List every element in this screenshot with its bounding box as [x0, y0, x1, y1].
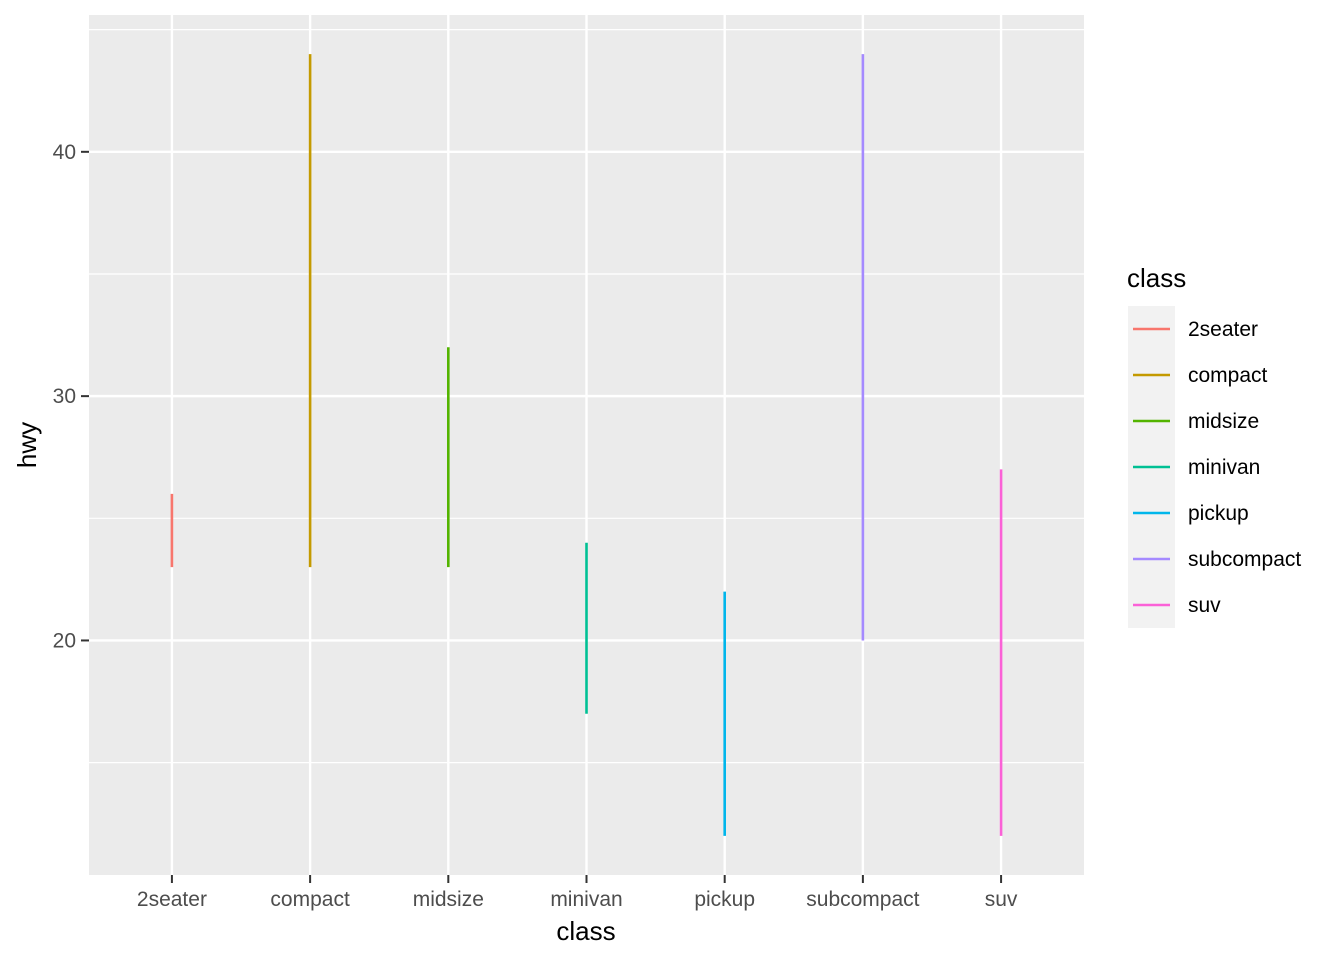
- x-tick-label-pickup: pickup: [694, 888, 755, 911]
- y-tick-label-40: 40: [53, 141, 76, 164]
- y-tick-label-20: 20: [53, 629, 76, 652]
- x-axis-title: class: [556, 916, 615, 946]
- x-axis: 2seater compact midsize minivan pickup subcom…: [137, 875, 1018, 911]
- legend-label-compact: compact: [1188, 364, 1268, 387]
- legend-label-pickup: pickup: [1188, 502, 1249, 525]
- legend-entries: 2seater compact midsize minivan pickup subcom…: [1128, 306, 1301, 628]
- x-tick-label-compact: compact: [270, 888, 350, 911]
- x-tick-label-subcompact: subcompact: [806, 888, 919, 911]
- legend-label-2seater: 2seater: [1188, 318, 1258, 341]
- y-tick-label-30: 30: [53, 385, 76, 408]
- x-tick-label-minivan: minivan: [550, 888, 622, 911]
- data-ranges: [170, 54, 1003, 836]
- x-tick-label-suv: suv: [985, 888, 1018, 911]
- legend-title: class: [1127, 263, 1186, 293]
- legend-label-minivan: minivan: [1188, 456, 1260, 479]
- legend-label-suv: suv: [1188, 594, 1221, 617]
- x-tick-label-midsize: midsize: [413, 888, 484, 911]
- y-axis: 20 30 40: [53, 141, 89, 652]
- y-axis-title: hwy: [12, 422, 42, 468]
- x-tick-label-2seater: 2seater: [137, 888, 207, 911]
- legend: class 2seater compact midsize minivan pickup…: [1127, 263, 1301, 628]
- legend-label-subcompact: subcompact: [1188, 548, 1301, 571]
- legend-label-midsize: midsize: [1188, 410, 1259, 433]
